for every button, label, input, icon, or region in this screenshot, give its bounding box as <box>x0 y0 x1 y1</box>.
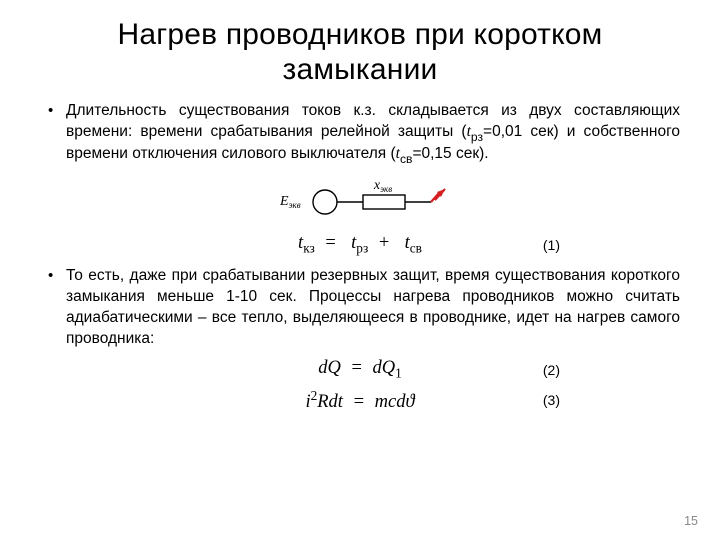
equation-3-num: (3) <box>543 392 560 408</box>
bullet-list: Длительность существования токов к.з. ск… <box>40 101 680 167</box>
equation-1-row: tкз = tрз + tсв (1) <box>40 233 680 257</box>
bullet-2: То есть, даже при срабатывании резервных… <box>40 266 680 350</box>
fault-arrow-icon <box>431 189 445 202</box>
b1-end: =0,15 сек). <box>412 145 488 162</box>
equation-1-num: (1) <box>543 237 560 253</box>
circuit-diagram-wrap: Eэкв xэкв <box>40 175 680 225</box>
b1-sub2: св <box>400 152 412 166</box>
b2-text: То есть, даже при срабатывании резервных… <box>66 267 680 347</box>
equation-2-row: dQ = dQ1 (2) <box>40 358 680 382</box>
b1-sub1: рз <box>471 130 483 144</box>
x-label: xэкв <box>373 178 392 194</box>
equation-1: tкз = tрз + tсв <box>298 233 422 257</box>
bullet-1: Длительность существования токов к.з. ск… <box>40 101 680 167</box>
equation-2-num: (2) <box>543 362 560 378</box>
equation-3: i2Rdt = mcdϑ <box>305 388 414 413</box>
impedance-rect <box>363 195 405 209</box>
equation-3-row: i2Rdt = mcdϑ (3) <box>40 388 680 413</box>
page-number: 15 <box>684 514 698 528</box>
source-circle <box>313 190 337 214</box>
bullet-list-2: То есть, даже при срабатывании резервных… <box>40 266 680 350</box>
page-title: Нагрев проводников при коротком замыкани… <box>40 18 680 87</box>
E-label: Eэкв <box>279 194 301 210</box>
equation-2: dQ = dQ1 <box>318 358 402 382</box>
circuit-diagram: Eэкв xэкв <box>245 175 475 225</box>
